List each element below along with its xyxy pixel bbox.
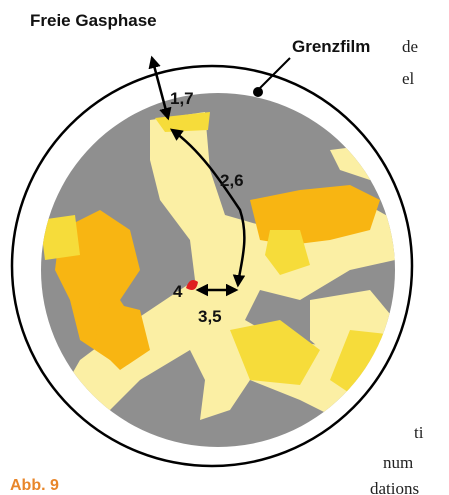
side-text: ti <box>414 423 424 442</box>
leader-dot <box>253 87 263 97</box>
label: 2,6 <box>220 171 244 190</box>
label: 1,7 <box>170 89 194 108</box>
label: 4 <box>173 282 183 301</box>
side-text: el <box>402 69 415 88</box>
diagram: Freie Gasphase Grenzfilm 1,7 2,6 4 3,5 A… <box>0 0 449 495</box>
side-text: de <box>402 37 418 56</box>
figure-label: Abb. 9 <box>10 477 59 494</box>
label: 3,5 <box>198 307 222 326</box>
side-text: dations <box>370 479 419 495</box>
side-text: num <box>383 453 413 472</box>
label: Freie Gasphase <box>30 11 157 30</box>
label: Grenzfilm <box>292 37 370 56</box>
